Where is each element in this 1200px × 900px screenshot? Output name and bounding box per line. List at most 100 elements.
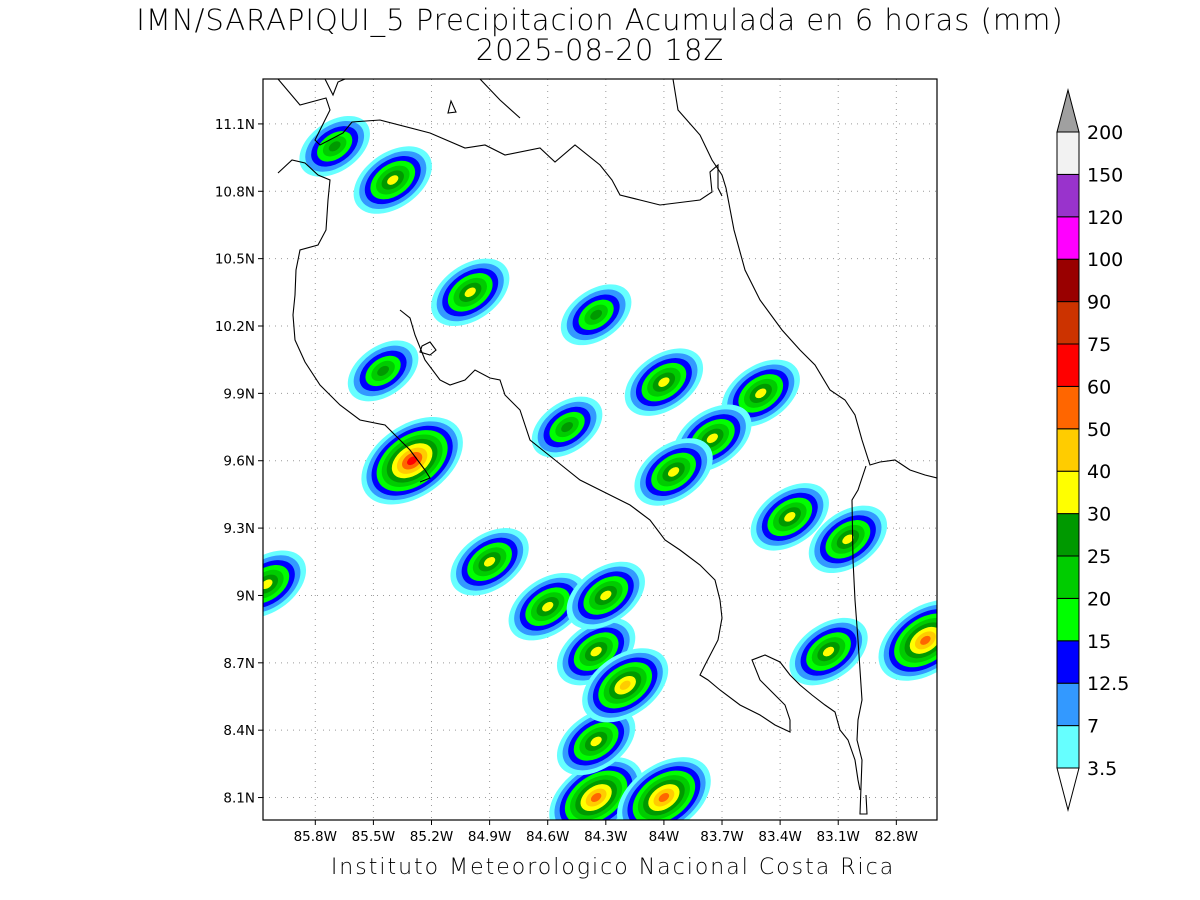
colorbar-under-triangle <box>1056 767 1080 812</box>
lon-tick-label: 84.6W <box>526 829 569 845</box>
precip-contour <box>590 646 602 657</box>
precip-cell <box>431 258 510 327</box>
precip-cell <box>617 757 711 820</box>
nicoya-tip <box>419 469 431 483</box>
colorbar-box <box>1056 216 1080 260</box>
precip-contour <box>387 175 399 185</box>
lat-tick-label: 9.3N <box>223 521 255 537</box>
precip-contour <box>920 635 931 645</box>
lat-tick-label: 9.9N <box>223 386 255 402</box>
gulf-of-nicoya <box>399 309 861 791</box>
colorbar-box <box>1056 131 1080 175</box>
lon-tick-label: 83.7W <box>700 829 743 845</box>
colorbar-box <box>1056 428 1080 472</box>
footer-credit: Instituto Meteorologico Nacional Costa R… <box>330 855 896 880</box>
lat-tick-label: 8.7N <box>223 656 255 672</box>
precipitation-layer <box>263 115 937 820</box>
precip-contour <box>542 601 554 612</box>
colorbar-label: 20 <box>1087 588 1111 610</box>
precip-contour <box>561 421 573 433</box>
precip-contour <box>658 377 670 387</box>
precip-contour <box>590 736 602 747</box>
precip-contour <box>706 433 718 444</box>
pacific-coast-north <box>277 159 426 471</box>
precip-contour <box>822 646 835 657</box>
lake-shore <box>324 79 346 97</box>
colorbar-label: 50 <box>1087 419 1111 441</box>
precip-cell <box>361 416 463 505</box>
lat-tick-label: 10.2N <box>215 319 255 335</box>
colorbar-box <box>1056 555 1080 599</box>
lat-tick-label: 8.4N <box>223 723 255 739</box>
caribbean-coast <box>672 79 937 479</box>
lon-tick-label: 85.5W <box>352 829 395 845</box>
chira-island <box>419 341 437 356</box>
map-plot-area <box>262 78 938 821</box>
lat-tick-label: 8.1N <box>223 791 255 807</box>
san-juan-delta <box>479 79 521 119</box>
precip-cell <box>353 146 432 214</box>
islet <box>447 99 457 114</box>
precip-cell <box>721 359 800 428</box>
precip-cell <box>560 284 632 346</box>
colorbar-box <box>1056 173 1080 218</box>
precip-contour <box>658 793 670 803</box>
nicaragua-border <box>277 79 723 206</box>
colorbar-box <box>1056 513 1080 557</box>
map-title: IMN/SARAPIQUI_5 Precipitacion Acumulada … <box>136 3 1064 37</box>
precip-cell <box>531 396 603 458</box>
colorbar-label: 90 <box>1087 292 1111 314</box>
precip-contour <box>600 590 612 601</box>
lat-tick-label: 10.8N <box>215 184 255 200</box>
precip-contour <box>263 579 273 590</box>
panama-border <box>851 465 868 815</box>
precip-cell <box>556 707 636 776</box>
precip-contour <box>784 512 796 522</box>
colorbar-label: 40 <box>1087 461 1111 483</box>
latitude-axis: 11.1N 10.8N 10.5N 10.2N 9.9N 9.6N 9.3N 9N 8.7N 8.… <box>215 117 263 807</box>
precip-cell <box>634 438 713 506</box>
colorbar-box <box>1056 682 1080 727</box>
lon-tick-label: 83.4W <box>758 829 801 845</box>
colorbar: 3.5 7 12.5 15 20 25 30 40 50 60 75 90 100 120 150 200 <box>1056 88 1129 812</box>
colorbar-label: 12.5 <box>1087 673 1129 695</box>
coastline-layer <box>277 79 937 815</box>
precip-cell <box>582 648 669 723</box>
colorbar-box <box>1056 640 1080 684</box>
precip-cell <box>878 599 937 681</box>
lat-tick-label: 9.6N <box>223 454 255 470</box>
precip-contour <box>668 467 680 477</box>
colorbar-label: 100 <box>1087 249 1123 271</box>
precip-cell <box>263 550 307 618</box>
colorbar-box <box>1056 258 1080 303</box>
precip-contour <box>484 556 496 567</box>
precip-cell <box>566 561 645 630</box>
lat-tick-label: 10.5N <box>215 252 255 268</box>
precip-cell <box>347 340 419 402</box>
precip-contour <box>619 680 631 690</box>
colorbar-box <box>1056 385 1080 430</box>
colorbar-label: 7 <box>1087 716 1099 738</box>
precip-contour <box>407 456 418 466</box>
precip-cell <box>450 528 529 596</box>
lon-tick-label: 85.8W <box>294 829 337 845</box>
colorbar-label: 150 <box>1087 164 1123 186</box>
colorbar-box <box>1056 597 1080 642</box>
colorbar-over-triangle <box>1056 88 1080 133</box>
lon-tick-label: 84W <box>649 829 680 845</box>
precip-cell <box>750 483 829 551</box>
lon-tick-label: 82.8W <box>875 829 918 845</box>
colorbar-box <box>1056 301 1080 345</box>
precip-cell <box>299 115 370 177</box>
colorbar-label: 75 <box>1087 334 1111 356</box>
precip-contour <box>755 388 767 399</box>
colorbar-label: 60 <box>1087 376 1111 398</box>
precip-contour <box>590 793 602 803</box>
colorbar-box <box>1056 470 1080 515</box>
lat-tick-label: 11.1N <box>215 117 255 133</box>
map-subtitle: 2025-08-20 18Z <box>475 33 725 67</box>
longitude-axis: 85.8W 85.5W 85.2W 84.9W 84.6W 84.3W 84W 83.7W 83… <box>294 820 918 845</box>
lon-tick-label: 85.2W <box>410 829 453 845</box>
precip-contour <box>842 534 854 545</box>
